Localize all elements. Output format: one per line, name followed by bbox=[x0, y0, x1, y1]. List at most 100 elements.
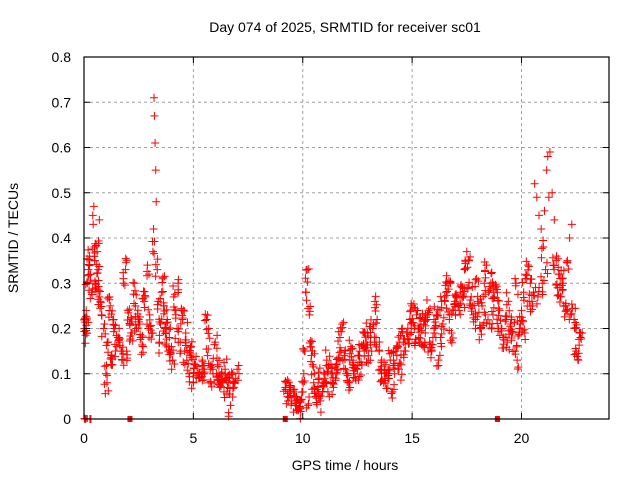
data-point bbox=[199, 375, 208, 384]
data-point bbox=[117, 355, 126, 364]
data-point bbox=[107, 350, 116, 359]
data-point bbox=[477, 298, 486, 307]
data-point bbox=[140, 287, 149, 296]
x-tick-labels: 0 5 10 15 20 bbox=[80, 430, 529, 446]
data-point bbox=[355, 372, 364, 381]
data-point bbox=[312, 398, 321, 407]
data-point bbox=[203, 351, 212, 360]
data-point bbox=[482, 319, 491, 328]
data-point bbox=[213, 331, 222, 340]
data-point bbox=[92, 269, 101, 278]
data-point bbox=[476, 295, 485, 304]
data-point bbox=[299, 369, 308, 378]
data-point bbox=[207, 360, 216, 369]
data-point bbox=[460, 303, 469, 312]
data-point bbox=[134, 314, 143, 323]
data-point bbox=[129, 278, 138, 287]
data-point bbox=[190, 360, 199, 369]
data-point bbox=[162, 318, 171, 327]
data-point bbox=[562, 306, 571, 315]
data-point bbox=[81, 339, 90, 348]
data-point bbox=[345, 349, 354, 358]
data-point bbox=[130, 279, 139, 288]
data-point bbox=[148, 237, 157, 246]
data-point bbox=[314, 375, 323, 384]
data-point bbox=[483, 315, 492, 324]
data-point bbox=[435, 351, 444, 360]
y-tick-label: 0.5 bbox=[52, 185, 72, 201]
data-point bbox=[428, 333, 437, 342]
data-point bbox=[150, 249, 159, 258]
data-point bbox=[163, 318, 172, 327]
data-point bbox=[448, 334, 457, 343]
data-point bbox=[307, 357, 316, 366]
data-point bbox=[303, 278, 312, 287]
data-point bbox=[221, 365, 230, 374]
y-tick-labels: 0 0.1 0.2 0.3 0.4 0.5 0.6 0.7 0.8 bbox=[52, 49, 72, 427]
data-point bbox=[234, 361, 243, 370]
data-point bbox=[228, 384, 237, 393]
data-point bbox=[564, 264, 573, 273]
data-point bbox=[574, 356, 583, 365]
data-point bbox=[505, 306, 514, 315]
data-point bbox=[125, 336, 134, 345]
data-point bbox=[181, 329, 190, 338]
x-axis-label: GPS time / hours bbox=[292, 457, 399, 473]
data-point bbox=[166, 349, 175, 358]
data-point bbox=[320, 370, 329, 379]
data-point bbox=[414, 324, 423, 333]
data-point bbox=[413, 306, 422, 315]
data-point bbox=[340, 351, 349, 360]
data-point bbox=[548, 188, 557, 197]
data-point bbox=[233, 365, 242, 374]
data-point bbox=[497, 324, 506, 333]
data-point bbox=[485, 319, 494, 328]
data-point bbox=[514, 331, 523, 340]
data-point bbox=[322, 379, 331, 388]
data-point bbox=[503, 338, 512, 347]
data-point bbox=[195, 369, 204, 378]
data-point bbox=[511, 350, 520, 359]
data-point bbox=[94, 239, 103, 248]
data-point bbox=[121, 265, 130, 274]
data-point bbox=[504, 297, 513, 306]
data-point bbox=[524, 265, 533, 274]
data-point bbox=[301, 288, 310, 297]
data-point bbox=[502, 311, 511, 320]
data-point bbox=[171, 310, 180, 319]
data-point bbox=[455, 306, 464, 315]
data-point bbox=[389, 347, 398, 356]
y-tick-label: 0.3 bbox=[52, 275, 72, 291]
data-point bbox=[517, 306, 526, 315]
data-point bbox=[576, 329, 585, 338]
data-point bbox=[451, 311, 460, 320]
data-point bbox=[326, 360, 335, 369]
data-point bbox=[512, 342, 521, 351]
data-point bbox=[370, 338, 379, 347]
data-point bbox=[397, 370, 406, 379]
data-point bbox=[304, 304, 313, 313]
data-point bbox=[331, 376, 340, 385]
data-point bbox=[545, 148, 554, 157]
data-point bbox=[395, 358, 404, 367]
data-point bbox=[467, 307, 476, 316]
data-point bbox=[446, 278, 455, 287]
data-point bbox=[202, 345, 211, 354]
data-point bbox=[187, 337, 196, 346]
data-point bbox=[104, 386, 113, 395]
data-point bbox=[511, 274, 520, 283]
data-point bbox=[86, 294, 95, 303]
grid-lines bbox=[84, 57, 609, 419]
y-tick-label: 0.7 bbox=[52, 94, 72, 110]
data-point bbox=[168, 356, 177, 365]
data-point bbox=[440, 292, 449, 301]
data-point bbox=[402, 329, 411, 338]
data-point bbox=[492, 282, 501, 291]
data-point bbox=[521, 270, 530, 279]
data-point bbox=[382, 384, 391, 393]
data-point bbox=[174, 327, 183, 336]
data-point bbox=[439, 313, 448, 322]
data-point bbox=[471, 282, 480, 291]
data-point bbox=[459, 292, 468, 301]
data-point bbox=[537, 253, 546, 262]
